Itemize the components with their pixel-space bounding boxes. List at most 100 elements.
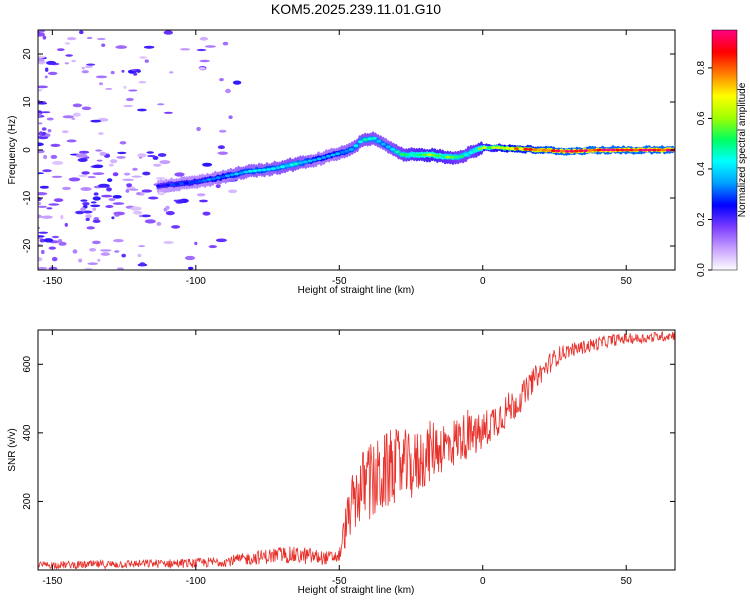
colorbar-gradient xyxy=(712,30,737,271)
ridge-core xyxy=(638,148,643,152)
colorbar-cell xyxy=(712,168,737,171)
ridge-core xyxy=(353,144,359,148)
noise-patch xyxy=(38,172,45,175)
noise-patch xyxy=(196,126,201,132)
noise-patch xyxy=(39,185,49,189)
ridge-core xyxy=(619,148,625,152)
noise-patch xyxy=(119,141,127,145)
ridge-core xyxy=(550,149,556,153)
colorbar-cell xyxy=(712,104,737,107)
noise-patch xyxy=(111,216,115,220)
colorbar-tick-label: 0.4 xyxy=(696,162,707,176)
ridge-core xyxy=(188,181,194,184)
snr-panel: -150 -100 -50 0 50 200 400 600 Height of strai… xyxy=(7,329,676,596)
noise-patch xyxy=(46,60,57,65)
noise-patch xyxy=(144,219,156,224)
ridge-core xyxy=(431,153,437,157)
noise-patch xyxy=(41,249,45,255)
noise-patch xyxy=(38,58,45,62)
colorbar-cell xyxy=(712,120,737,123)
x-tick-label: -100 xyxy=(186,276,206,287)
noise-patch xyxy=(92,240,101,245)
noise-patch xyxy=(72,103,83,108)
noise-patch xyxy=(129,188,139,191)
colorbar-cell xyxy=(712,190,737,193)
ridge-core xyxy=(165,183,171,187)
noise-patch xyxy=(38,226,41,230)
noise-patch xyxy=(96,159,103,162)
ridge-core xyxy=(482,146,487,150)
noise-patch xyxy=(143,45,155,49)
ridge-core xyxy=(610,148,616,152)
colorbar-cell xyxy=(712,144,737,147)
noise-patch xyxy=(139,262,146,267)
noise-patch xyxy=(125,97,134,102)
colorbar-cell xyxy=(712,68,737,71)
ridge-core xyxy=(555,149,561,153)
noise-patch xyxy=(86,63,96,66)
colorbar-cell xyxy=(712,216,737,219)
noise-patch xyxy=(90,119,102,123)
colorbar-cell xyxy=(712,234,737,237)
noise-patch xyxy=(56,48,65,51)
noise-patch xyxy=(65,54,73,57)
colorbar-cell xyxy=(712,50,737,53)
colorbar-cell xyxy=(712,180,737,183)
ridge-core xyxy=(505,146,510,150)
x-tick-label: -50 xyxy=(332,276,347,287)
noise-patch xyxy=(122,178,135,181)
colorbar-cell xyxy=(712,80,737,83)
noise-patch xyxy=(109,159,118,164)
colorbar-cell xyxy=(712,158,737,161)
noise-patch xyxy=(99,82,103,86)
noise-patch xyxy=(100,249,112,252)
ridge-core xyxy=(573,149,579,153)
noise-patch xyxy=(92,219,101,223)
noise-patch xyxy=(173,199,178,202)
colorbar-cell xyxy=(712,124,737,127)
ridge-core xyxy=(316,157,322,161)
y-tick-label: 600 xyxy=(22,356,33,373)
ridge-core xyxy=(523,147,529,151)
noise-patch xyxy=(51,256,58,262)
noise-patch xyxy=(202,162,213,167)
ridge-core xyxy=(169,183,175,187)
noise-patch xyxy=(75,210,85,215)
spectrogram-x-ticks: -150 -100 -50 0 50 xyxy=(42,30,632,287)
noise-patch xyxy=(174,172,185,177)
noise-patch xyxy=(66,139,77,143)
colorbar-cell xyxy=(712,236,737,239)
ridge-core xyxy=(656,148,662,152)
noise-patch xyxy=(140,214,151,218)
spectrogram-x-label: Height of straight line (km) xyxy=(298,285,415,296)
noise-patch xyxy=(38,201,42,206)
noise-patch xyxy=(144,59,149,63)
noise-patch xyxy=(199,59,210,63)
noise-patch xyxy=(157,192,166,196)
ridge-core xyxy=(312,158,317,162)
noise-patch xyxy=(38,205,48,208)
colorbar-cell xyxy=(712,98,737,101)
noise-patch xyxy=(157,103,165,106)
noise-patch xyxy=(142,171,151,176)
ridge-core xyxy=(376,139,382,143)
noise-patch xyxy=(64,42,71,45)
noise-patch xyxy=(42,169,52,173)
colorbar-cell xyxy=(712,188,737,191)
noise-patch xyxy=(114,250,120,253)
colorbar-cell xyxy=(712,110,737,113)
ridge-core xyxy=(633,148,639,152)
colorbar-cell xyxy=(712,184,737,187)
ridge-core xyxy=(358,140,363,144)
ridge-core xyxy=(587,149,593,152)
colorbar-cell xyxy=(712,170,737,173)
ridge-core xyxy=(192,180,198,184)
ridge-core xyxy=(583,149,588,153)
ridge-core xyxy=(413,153,418,157)
noise-patch xyxy=(98,132,104,135)
noise-patch xyxy=(228,115,233,119)
noise-patch xyxy=(95,149,103,152)
ridge-core xyxy=(284,164,290,168)
snr-x-ticks: -150 -100 -50 0 50 xyxy=(42,330,632,587)
noise-patch xyxy=(50,143,61,147)
